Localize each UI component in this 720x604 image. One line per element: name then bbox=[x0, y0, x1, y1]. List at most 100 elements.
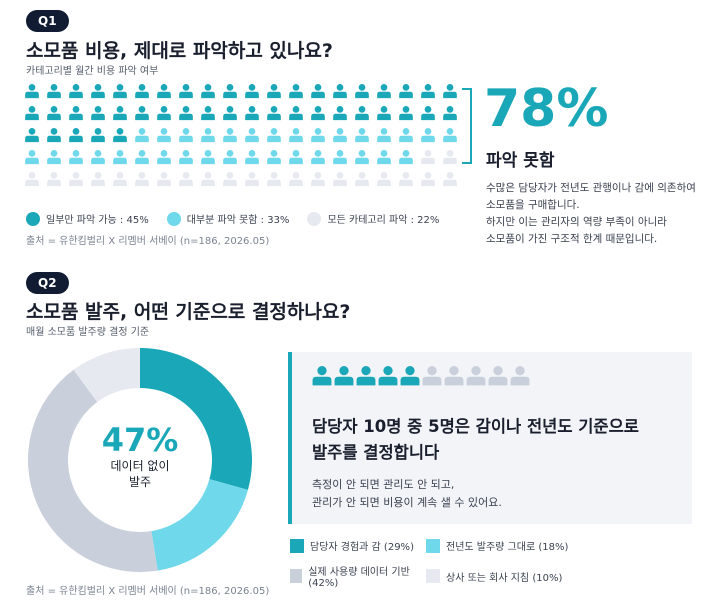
q1-person-icon bbox=[377, 128, 391, 143]
q2-legend: 담당자 경험과 감 (29%) 전년도 발주량 그대로 (18%) 실제 사용량… bbox=[290, 538, 576, 589]
q1-person-icon bbox=[201, 128, 215, 143]
q1-person-icon bbox=[157, 150, 171, 165]
q2-legend-label: 전년도 발주량 그대로 (18%) bbox=[446, 542, 569, 553]
q1-person-icon bbox=[47, 106, 61, 121]
q1-person-icon bbox=[245, 106, 259, 121]
q1-person-icon bbox=[333, 84, 347, 99]
q1-person-icon bbox=[25, 172, 39, 187]
q2-person-icon bbox=[510, 366, 530, 386]
q2-person-icon bbox=[422, 366, 442, 386]
q1-person-icon bbox=[377, 106, 391, 121]
q1-person-icon bbox=[355, 106, 369, 121]
q1-person-icon bbox=[333, 106, 347, 121]
q1-person-icon bbox=[267, 128, 281, 143]
q1-person-icon bbox=[399, 106, 413, 121]
q1-person-icon bbox=[443, 106, 457, 121]
q1-person-icon bbox=[245, 84, 259, 99]
q1-person-icon bbox=[443, 150, 457, 165]
q2-panel-title-line: 담당자 10명 중 5명은 감이나 전년도 기준으로 bbox=[312, 417, 639, 436]
legend-dot-icon bbox=[166, 211, 181, 226]
q1-person-icon bbox=[135, 172, 149, 187]
q1-person-icon bbox=[25, 128, 39, 143]
q1-badge: Q1 bbox=[26, 10, 69, 32]
legend-square-icon bbox=[426, 538, 440, 553]
q1-person-icon bbox=[157, 172, 171, 187]
legend-dot-icon bbox=[26, 211, 40, 226]
legend-square-icon bbox=[290, 538, 304, 553]
q1-person-icon bbox=[135, 150, 149, 165]
q1-person-icon bbox=[113, 128, 127, 143]
q2-panel-desc-line: 관리가 안 되면 비용이 계속 샐 수 있어요. bbox=[312, 496, 502, 509]
q1-person-icon bbox=[311, 106, 325, 121]
q1-desc-line: 하지만 이는 관리자의 역량 부족이 아니라 bbox=[486, 216, 667, 228]
q2-legend-item: 전년도 발주량 그대로 (18%) bbox=[426, 538, 576, 553]
q1-person-icon bbox=[91, 128, 105, 143]
q2-center-label: 데이터 없이 bbox=[110, 459, 170, 473]
q2-person-icon bbox=[444, 366, 464, 386]
q1-person-icon bbox=[157, 84, 171, 99]
q2-source: 출처 = 유한킴벌리 X 리멤버 서베이 (n=186, 2026.05) bbox=[26, 586, 270, 597]
q1-person-icon bbox=[157, 128, 171, 143]
q1-person-icon bbox=[223, 150, 237, 165]
q1-desc-line: 소모품이 가진 구조적 한계 때문입니다. bbox=[486, 233, 658, 245]
q1-person-icon bbox=[333, 150, 347, 165]
q1-person-icon bbox=[25, 84, 39, 99]
q2-person-icon bbox=[334, 366, 354, 386]
q2-person-icon bbox=[488, 366, 508, 386]
q1-person-icon bbox=[421, 128, 435, 143]
q1-person-icon bbox=[179, 172, 193, 187]
q1-person-icon bbox=[355, 128, 369, 143]
q1-person-icon bbox=[289, 128, 303, 143]
q1-person-icon bbox=[179, 150, 193, 165]
q1-person-icon bbox=[355, 150, 369, 165]
q2-donut-center: 47% 데이터 없이 발주 bbox=[60, 422, 220, 490]
q1-subtitle: 카테고리별 월간 비용 파악 여부 bbox=[26, 66, 159, 77]
q2-person-icon bbox=[378, 366, 398, 386]
q1-person-icon bbox=[443, 84, 457, 99]
q2-subtitle: 매월 소모품 발주량 결정 기준 bbox=[26, 327, 150, 338]
q2-panel-title-line: 발주를 결정합니다 bbox=[312, 443, 440, 462]
q1-person-icon bbox=[47, 84, 61, 99]
q1-person-icon bbox=[245, 128, 259, 143]
q1-person-icon bbox=[179, 84, 193, 99]
q1-person-icon bbox=[289, 172, 303, 187]
q1-person-icon bbox=[91, 106, 105, 121]
q1-person-icon bbox=[223, 84, 237, 99]
q1-title: 소모품 비용, 제대로 파악하고 있나요? bbox=[26, 40, 333, 62]
q2-legend-label: 실제 사용량 데이터 기반 (42%) bbox=[308, 567, 410, 589]
q2-panel-desc-line: 측정이 안 되면 관리도 안 되고, bbox=[312, 478, 455, 491]
q1-person-icon bbox=[267, 106, 281, 121]
q2-person-icon bbox=[356, 366, 376, 386]
q1-person-icon bbox=[179, 106, 193, 121]
q1-person-icon bbox=[47, 172, 61, 187]
q1-big-percentage: 78% bbox=[484, 79, 609, 139]
q1-legend-item: 모든 카테고리 파악 : 22% bbox=[307, 211, 439, 226]
q1-person-icon bbox=[69, 106, 83, 121]
q2-panel-title: 담당자 10명 중 5명은 감이나 전년도 기준으로 발주를 결정합니다 bbox=[312, 414, 639, 466]
q1-person-icon bbox=[113, 106, 127, 121]
q1-person-icon bbox=[245, 150, 259, 165]
q1-legend-item: 대부분 파악 못함 : 33% bbox=[166, 211, 290, 226]
q2-legend-item: 실제 사용량 데이터 기반 (42%) bbox=[290, 563, 426, 589]
q2-person-icon bbox=[312, 366, 332, 386]
q1-person-icon bbox=[311, 84, 325, 99]
q1-person-icon bbox=[311, 128, 325, 143]
q1-person-icon bbox=[157, 106, 171, 121]
q1-person-icon bbox=[69, 150, 83, 165]
q1-legend-label: 대부분 파악 못함 : 33% bbox=[186, 215, 290, 226]
q2-legend-label: 상사 또는 회사 지침 (10%) bbox=[446, 572, 563, 584]
q1-person-icon bbox=[377, 172, 391, 187]
q1-person-icon bbox=[223, 172, 237, 187]
q1-person-icon bbox=[135, 128, 149, 143]
q1-person-icon bbox=[421, 172, 435, 187]
legend-square-icon bbox=[426, 569, 440, 583]
q1-person-icon bbox=[223, 128, 237, 143]
q2-donut-chart bbox=[27, 348, 252, 572]
q1-legend-label: 일부만 파악 가능 : 45% bbox=[46, 215, 149, 226]
q1-person-icon bbox=[333, 172, 347, 187]
legend-square-icon bbox=[290, 569, 303, 583]
q1-person-icon bbox=[25, 106, 39, 121]
q1-person-icon bbox=[399, 84, 413, 99]
q2-person-icon bbox=[400, 366, 420, 386]
q1-person-icon bbox=[69, 172, 83, 187]
